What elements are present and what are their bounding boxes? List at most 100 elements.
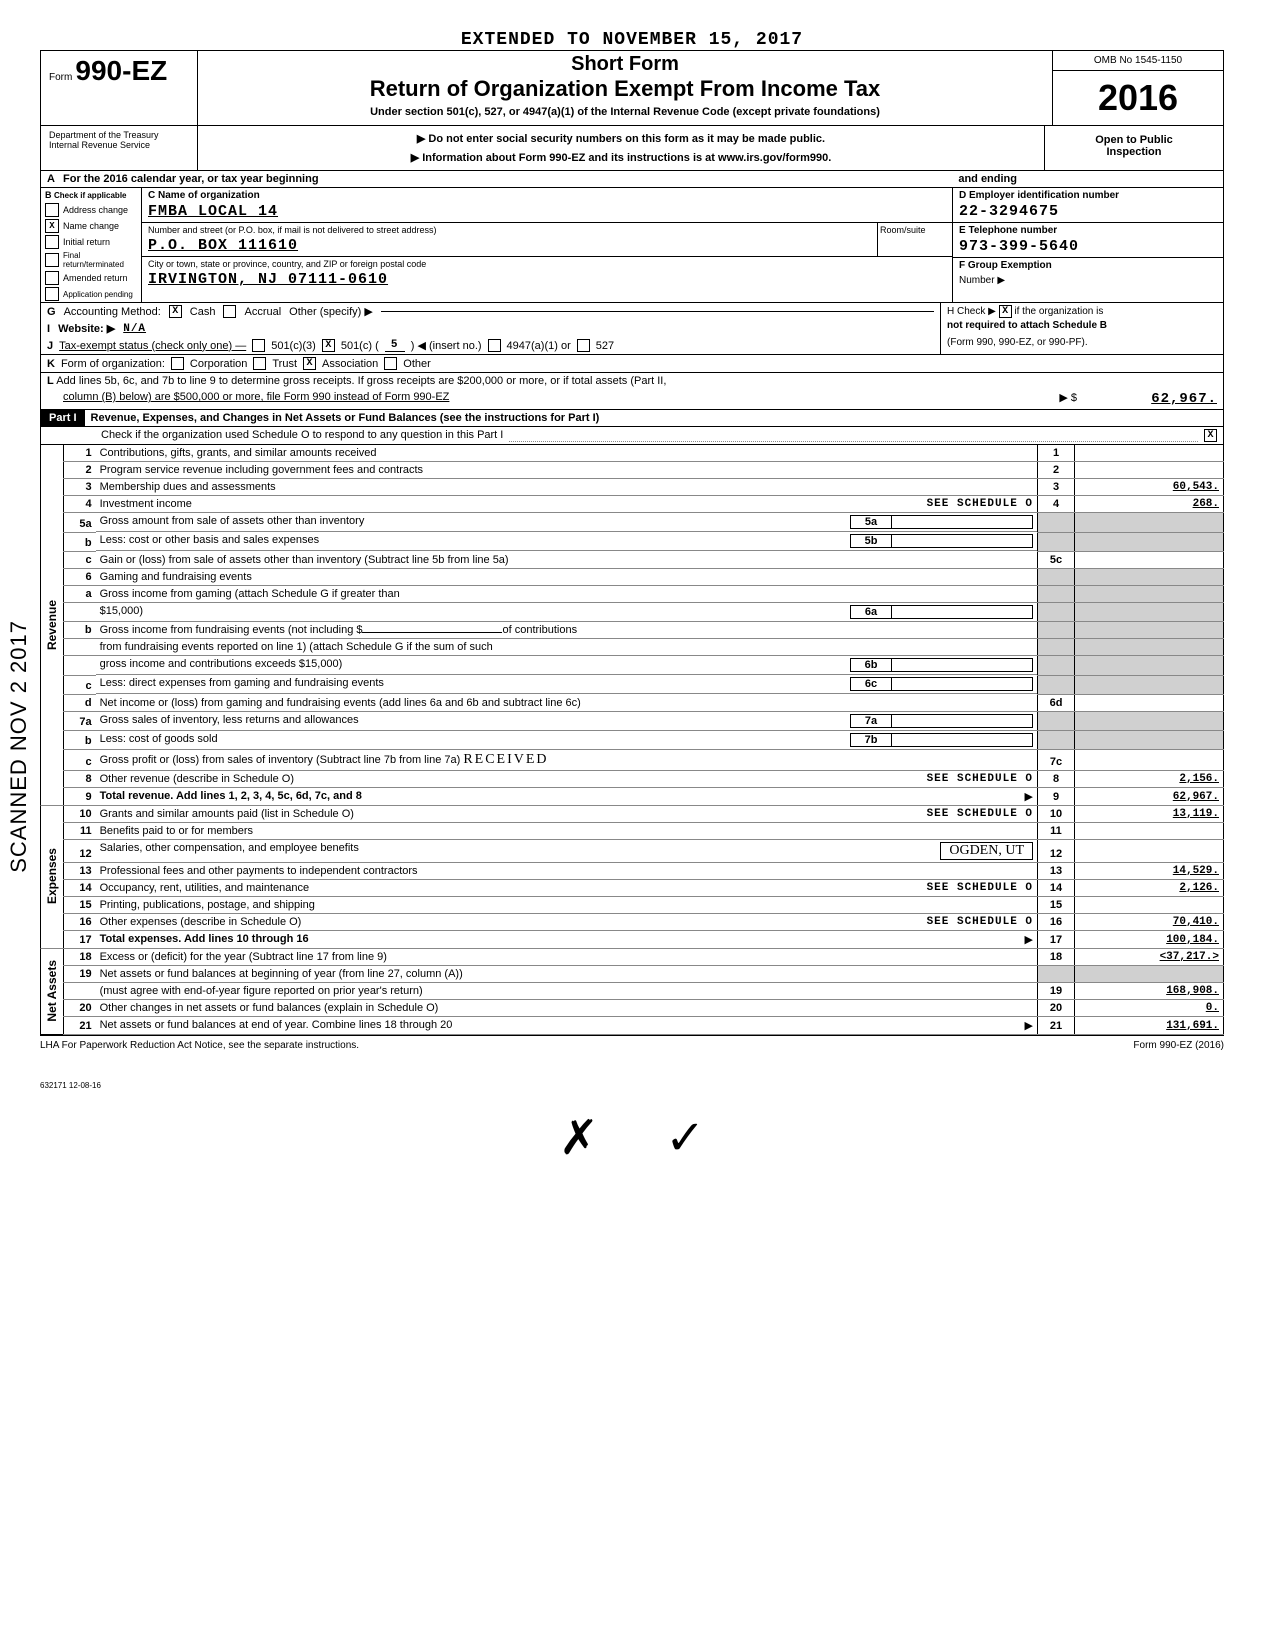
- tax-exempt-label: Tax-exempt status (check only one) —: [59, 340, 246, 352]
- expenses-label: Expenses: [45, 848, 59, 904]
- chk-application-pending[interactable]: Application pending: [41, 286, 141, 302]
- group-number: Number ▶: [953, 273, 1223, 288]
- omb-year-box: OMB No 1545-1150 2016: [1052, 51, 1223, 125]
- part-1-label: Part I: [41, 410, 85, 426]
- part-1-check-text: Check if the organization used Schedule …: [101, 429, 503, 442]
- net-assets-section: Net Assets 18Excess or (deficit) for the…: [40, 949, 1224, 1035]
- line-7b: bLess: cost of goods sold7b: [63, 731, 1223, 750]
- chk-501c[interactable]: X: [322, 339, 335, 352]
- line-6a-1: aGross income from gaming (attach Schedu…: [63, 585, 1223, 602]
- chk-4947[interactable]: [488, 339, 501, 352]
- lha-notice: LHA For Paperwork Reduction Act Notice, …: [40, 1040, 359, 1051]
- omb-number: OMB No 1545-1150: [1053, 51, 1223, 71]
- part-1-title: Revenue, Expenses, and Changes in Net As…: [85, 410, 1223, 426]
- net-assets-label: Net Assets: [45, 960, 59, 1022]
- line-7c: cGross profit or (loss) from sales of in…: [63, 750, 1223, 771]
- website-value: N/A: [123, 323, 146, 335]
- dept-treasury: Department of the Treasury: [49, 130, 189, 140]
- 501c-label: 501(c) (: [341, 340, 379, 352]
- irs-label: Internal Revenue Service: [49, 140, 189, 150]
- chk-name-change[interactable]: XName change: [41, 218, 141, 234]
- chk-trust[interactable]: [253, 357, 266, 370]
- form-990ez: 990-EZ: [75, 55, 167, 86]
- see-schedule-o: SEE SCHEDULE O: [927, 882, 1033, 894]
- row-l-prefix: L: [47, 375, 54, 387]
- chk-527[interactable]: [577, 339, 590, 352]
- signature-area: ✗ ✓: [40, 1110, 1224, 1166]
- h-text2: not required to attach Schedule B: [947, 320, 1107, 331]
- h-check-label: H Check ▶: [947, 306, 996, 317]
- chk-amended-return[interactable]: Amended return: [41, 270, 141, 286]
- line-6a-2: $15,000)6a: [63, 602, 1223, 622]
- check-if-applicable: Check if applicable: [54, 191, 126, 200]
- revenue-table: 1Contributions, gifts, grants, and simil…: [63, 445, 1224, 806]
- row-a: A For the 2016 calendar year, or tax yea…: [40, 171, 1224, 188]
- row-a-prefix: A: [47, 173, 63, 185]
- revenue-side-label: Revenue: [40, 445, 63, 806]
- website-label: Website: ▶: [58, 322, 115, 335]
- chk-accrual[interactable]: [223, 305, 236, 318]
- row-l-2: column (B) below) are $500,000 or more, …: [40, 389, 1224, 410]
- line-6b-3: gross income and contributions exceeds $…: [63, 656, 1223, 676]
- form-number-box: Form 990-EZ: [41, 51, 198, 125]
- line-16: 16Other expenses (describe in Schedule O…: [63, 913, 1223, 930]
- expenses-side-label: Expenses: [40, 806, 63, 949]
- row-g-prefix: G: [47, 306, 56, 318]
- ogden-stamp: OGDEN, UT: [940, 842, 1033, 860]
- row-j: J Tax-exempt status (check only one) — 5…: [41, 337, 940, 354]
- city-value: IRVINGTON, NJ 07111-0610: [142, 271, 952, 290]
- line-13: 13Professional fees and other payments t…: [63, 862, 1223, 879]
- checkbox-icon: [45, 287, 59, 301]
- org-name: FMBA LOCAL 14: [142, 203, 952, 222]
- corp-label: Corporation: [190, 358, 247, 370]
- see-schedule-o: SEE SCHEDULE O: [927, 773, 1033, 785]
- trust-label: Trust: [272, 358, 297, 370]
- line-2: 2Program service revenue including gover…: [63, 462, 1223, 479]
- row-i: I Website: ▶ N/A: [41, 320, 940, 337]
- line-10: 10Grants and similar amounts paid (list …: [63, 806, 1223, 823]
- net-assets-table: 18Excess or (deficit) for the year (Subt…: [63, 949, 1224, 1035]
- line-19-2: (must agree with end-of-year figure repo…: [63, 982, 1223, 999]
- 4947-label: 4947(a)(1) or: [507, 340, 571, 352]
- received-stamp: RECEIVED: [463, 752, 548, 767]
- return-title: Return of Organization Exempt From Incom…: [208, 76, 1042, 102]
- col-d: D Employer identification number 22-3294…: [952, 188, 1223, 302]
- name-label: Name of organization: [158, 190, 260, 201]
- extended-to: EXTENDED TO NOVEMBER 15, 2017: [40, 30, 1224, 50]
- chk-corporation[interactable]: [171, 357, 184, 370]
- part-1-header: Part I Revenue, Expenses, and Changes in…: [40, 410, 1224, 427]
- inspection: Inspection: [1049, 146, 1219, 158]
- notice-box: ▶ Do not enter social security numbers o…: [198, 126, 1044, 170]
- row-h: H Check ▶ X if the organization is: [940, 302, 1223, 320]
- cash-label: Cash: [190, 306, 216, 318]
- chk-address-change[interactable]: Address change: [41, 202, 141, 218]
- see-schedule-o: SEE SCHEDULE O: [927, 808, 1033, 820]
- line-15: 15Printing, publications, postage, and s…: [63, 896, 1223, 913]
- line-17: 17Total expenses. Add lines 10 through 1…: [63, 930, 1223, 948]
- checkbox-icon: [45, 271, 59, 285]
- header-row-2: Department of the Treasury Internal Reve…: [40, 125, 1224, 171]
- line-12: 12Salaries, other compensation, and empl…: [63, 839, 1223, 862]
- chk-initial-return[interactable]: Initial return: [41, 234, 141, 250]
- chk-association[interactable]: X: [303, 357, 316, 370]
- chk-final-return[interactable]: Final return/terminated: [41, 250, 141, 270]
- chk-schedule-o[interactable]: X: [1204, 429, 1217, 442]
- line-6d: dNet income or (loss) from gaming and fu…: [63, 694, 1223, 711]
- section-bcd: B Check if applicable Address change XNa…: [40, 188, 1224, 302]
- footer: LHA For Paperwork Reduction Act Notice, …: [40, 1035, 1224, 1051]
- under-section: Under section 501(c), 527, or 4947(a)(1)…: [208, 106, 1042, 118]
- 501c3-label: 501(c)(3): [271, 340, 316, 352]
- chk-other-org[interactable]: [384, 357, 397, 370]
- checkbox-icon: [45, 203, 59, 217]
- phone-value: 973-399-5640: [953, 238, 1223, 257]
- chk-cash[interactable]: X: [169, 305, 182, 318]
- chk-schedule-b[interactable]: X: [999, 305, 1012, 318]
- accrual-label: Accrual: [244, 306, 281, 318]
- line-6c: cLess: direct expenses from gaming and f…: [63, 675, 1223, 694]
- line-7a: 7aGross sales of inventory, less returns…: [63, 711, 1223, 731]
- info-notice: ▶ Information about Form 990-EZ and its …: [208, 151, 1034, 164]
- checkbox-icon: [45, 235, 59, 249]
- line-6b-1: bGross income from fundraising events (n…: [63, 622, 1223, 639]
- row-l-arrow: ▶ $: [1059, 391, 1077, 407]
- chk-501c3[interactable]: [252, 339, 265, 352]
